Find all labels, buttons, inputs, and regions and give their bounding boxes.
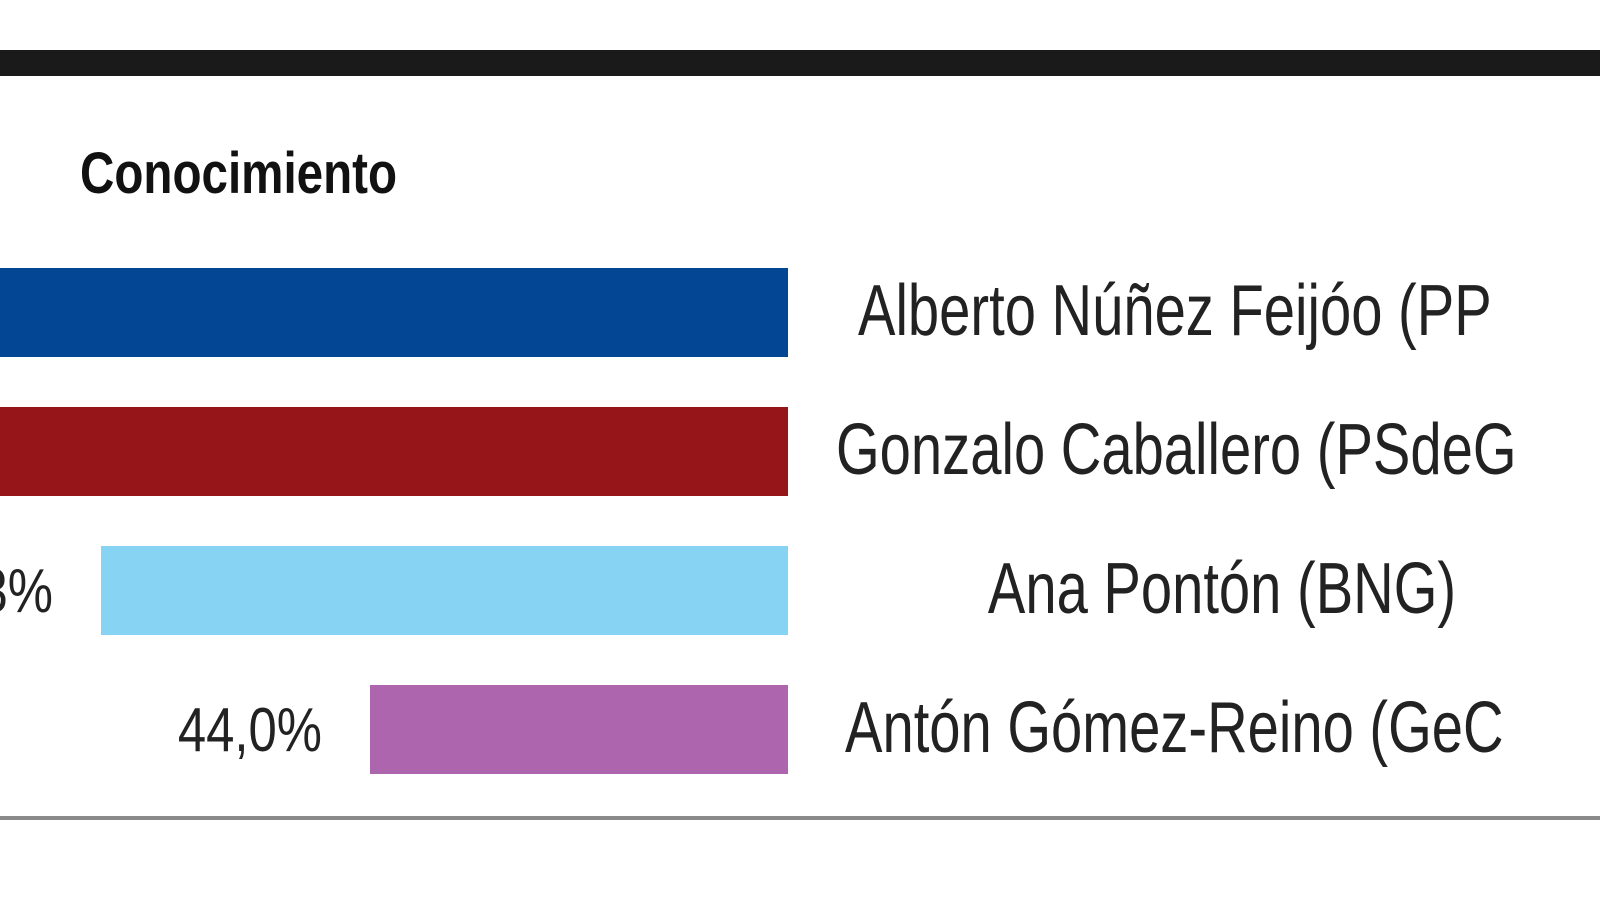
category-label: Alberto Núñez Feijóo (PP [858,271,1492,351]
category-label: Ana Pontón (BNG) [987,549,1457,629]
bar [101,546,788,635]
bar [0,268,788,357]
category-label: Gonzalo Caballero (PSdeG [836,410,1517,490]
value-label: 3% [0,557,54,626]
bottom-rule [0,816,1600,820]
value-label: 44,0% [177,696,322,765]
category-label: Antón Gómez-Reino (GeC [845,688,1504,768]
bar [0,407,788,496]
top-rule [0,50,1600,76]
bar [370,685,788,774]
chart-title: Conocimiento [80,141,398,206]
